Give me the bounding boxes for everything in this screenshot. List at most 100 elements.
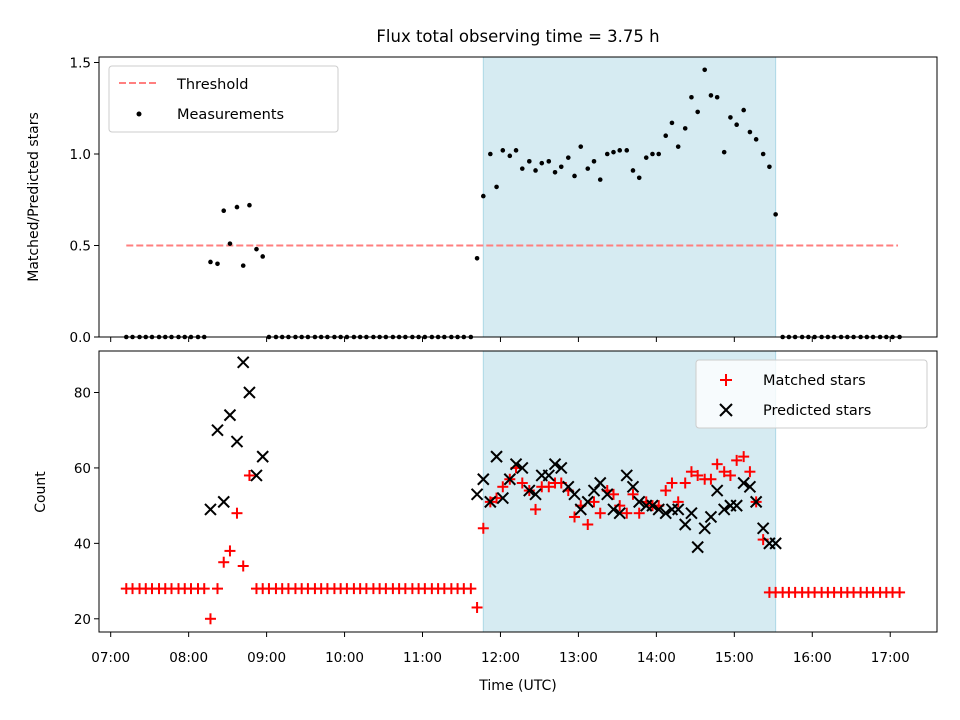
predicted-star-point bbox=[756, 522, 770, 535]
measurement-point bbox=[558, 164, 564, 170]
matched-star-point bbox=[530, 503, 542, 515]
ratio-x-ticks bbox=[110, 337, 891, 342]
measurements-points bbox=[123, 67, 902, 340]
measurement-point bbox=[767, 164, 772, 170]
predicted-star-point bbox=[484, 495, 497, 509]
matched-star-point bbox=[477, 522, 489, 534]
legend-measurements-label: Measurements bbox=[177, 107, 284, 123]
matched-stars-points bbox=[120, 451, 906, 625]
predicted-star-point bbox=[620, 469, 633, 482]
legend-measurements-swatch bbox=[136, 111, 142, 117]
predicted-star-point bbox=[626, 480, 640, 493]
ratio-y-tick-label: 1.0 bbox=[70, 147, 91, 163]
matched-star-point bbox=[738, 451, 750, 463]
predicted-star-point bbox=[601, 488, 614, 501]
measurement-point bbox=[604, 151, 610, 157]
predicted-star-point bbox=[516, 461, 529, 475]
measurement-point bbox=[227, 241, 233, 246]
matched-star-point bbox=[685, 466, 697, 478]
measurement-point bbox=[714, 94, 720, 100]
predicted-star-point bbox=[685, 506, 698, 520]
measurement-point bbox=[624, 148, 630, 153]
matched-star-point bbox=[204, 613, 216, 625]
matched-star-point bbox=[621, 507, 633, 519]
measurement-point bbox=[507, 153, 513, 159]
predicted-star-point bbox=[256, 450, 269, 463]
x-tick-label: 09:00 bbox=[247, 650, 286, 666]
predicted-star-point bbox=[217, 495, 230, 509]
ratio-axes-frame bbox=[98, 56, 938, 338]
measurement-point bbox=[617, 148, 623, 153]
matched-star-point bbox=[666, 477, 678, 489]
matched-star-point bbox=[672, 496, 684, 508]
measurement-point bbox=[695, 109, 700, 115]
matched-star-point bbox=[543, 481, 555, 493]
predicted-star-point bbox=[659, 506, 672, 520]
legend-predicted-label: Predicted stars bbox=[763, 403, 871, 419]
matched-star-point bbox=[692, 469, 704, 481]
measurement-point bbox=[572, 173, 577, 179]
matched-star-point bbox=[243, 469, 255, 481]
measurement-point bbox=[753, 137, 759, 142]
matched-star-point bbox=[218, 556, 230, 568]
predicted-star-point bbox=[243, 386, 256, 399]
predicted-star-point bbox=[542, 469, 555, 482]
predicted-star-point bbox=[523, 484, 536, 497]
count-legend-box bbox=[695, 359, 928, 429]
measurement-point bbox=[481, 193, 486, 199]
matched-star-point bbox=[471, 601, 483, 613]
measurement-point bbox=[240, 263, 246, 268]
measurement-point bbox=[689, 94, 694, 100]
predicted-star-point bbox=[717, 503, 731, 516]
measurement-point bbox=[591, 159, 597, 164]
measurement-point bbox=[747, 129, 753, 135]
measurement-point bbox=[234, 204, 240, 210]
measurement-point bbox=[546, 159, 552, 164]
predicted-star-point bbox=[652, 503, 665, 516]
predicted-star-point bbox=[250, 469, 263, 482]
ratio-panel: 0.0 0.5 1.0 1.5 Matched/Predicted stars Thr… bbox=[26, 55, 938, 346]
count-y-tick-label: 80 bbox=[74, 385, 91, 401]
count-legend: Matched stars Predicted stars bbox=[695, 359, 928, 429]
matched-star-point bbox=[582, 519, 594, 531]
matched-star-point bbox=[594, 507, 606, 519]
matched-star-point bbox=[705, 473, 717, 485]
matched-star-point bbox=[198, 583, 210, 595]
measurement-point bbox=[643, 155, 649, 160]
predicted-star-point bbox=[594, 476, 607, 490]
predicted-star-point bbox=[503, 473, 517, 486]
predicted-star-point bbox=[548, 457, 562, 471]
measurement-point bbox=[585, 166, 591, 171]
ratio-y-ticks: 0.0 0.5 1.0 1.5 bbox=[70, 55, 99, 346]
measurement-point bbox=[565, 155, 571, 160]
predicted-star-point bbox=[581, 495, 594, 509]
predicted-star-point bbox=[646, 499, 659, 512]
observing-window-span bbox=[483, 57, 776, 337]
ratio-legend: Threshold Measurements bbox=[108, 65, 339, 133]
legend-threshold-label: Threshold bbox=[176, 77, 248, 93]
ratio-legend-box bbox=[108, 65, 339, 133]
predicted-star-point bbox=[555, 461, 568, 475]
measurement-point bbox=[215, 261, 220, 267]
measurement-point bbox=[656, 151, 662, 157]
predicted-star-point bbox=[529, 488, 542, 501]
predicted-star-point bbox=[223, 408, 237, 422]
matched-star-point bbox=[465, 583, 477, 595]
predicted-star-point bbox=[769, 537, 782, 550]
measurement-point bbox=[597, 177, 603, 182]
predicted-star-point bbox=[470, 488, 484, 501]
measurement-point bbox=[702, 67, 707, 73]
x-tick-label: 11:00 bbox=[403, 650, 442, 666]
matched-star-point bbox=[660, 485, 672, 497]
x-tick-label: 10:00 bbox=[325, 650, 364, 666]
measurement-point bbox=[669, 120, 675, 126]
predicted-star-point bbox=[737, 476, 750, 490]
matched-star-point bbox=[211, 583, 223, 595]
count-y-tick-label: 40 bbox=[74, 536, 91, 552]
x-tick-label: 16:00 bbox=[793, 650, 832, 666]
measurement-point bbox=[513, 148, 519, 153]
matched-star-point bbox=[744, 466, 756, 478]
measurement-point bbox=[552, 169, 558, 175]
measurement-point bbox=[734, 122, 739, 128]
matched-star-point bbox=[627, 488, 639, 500]
